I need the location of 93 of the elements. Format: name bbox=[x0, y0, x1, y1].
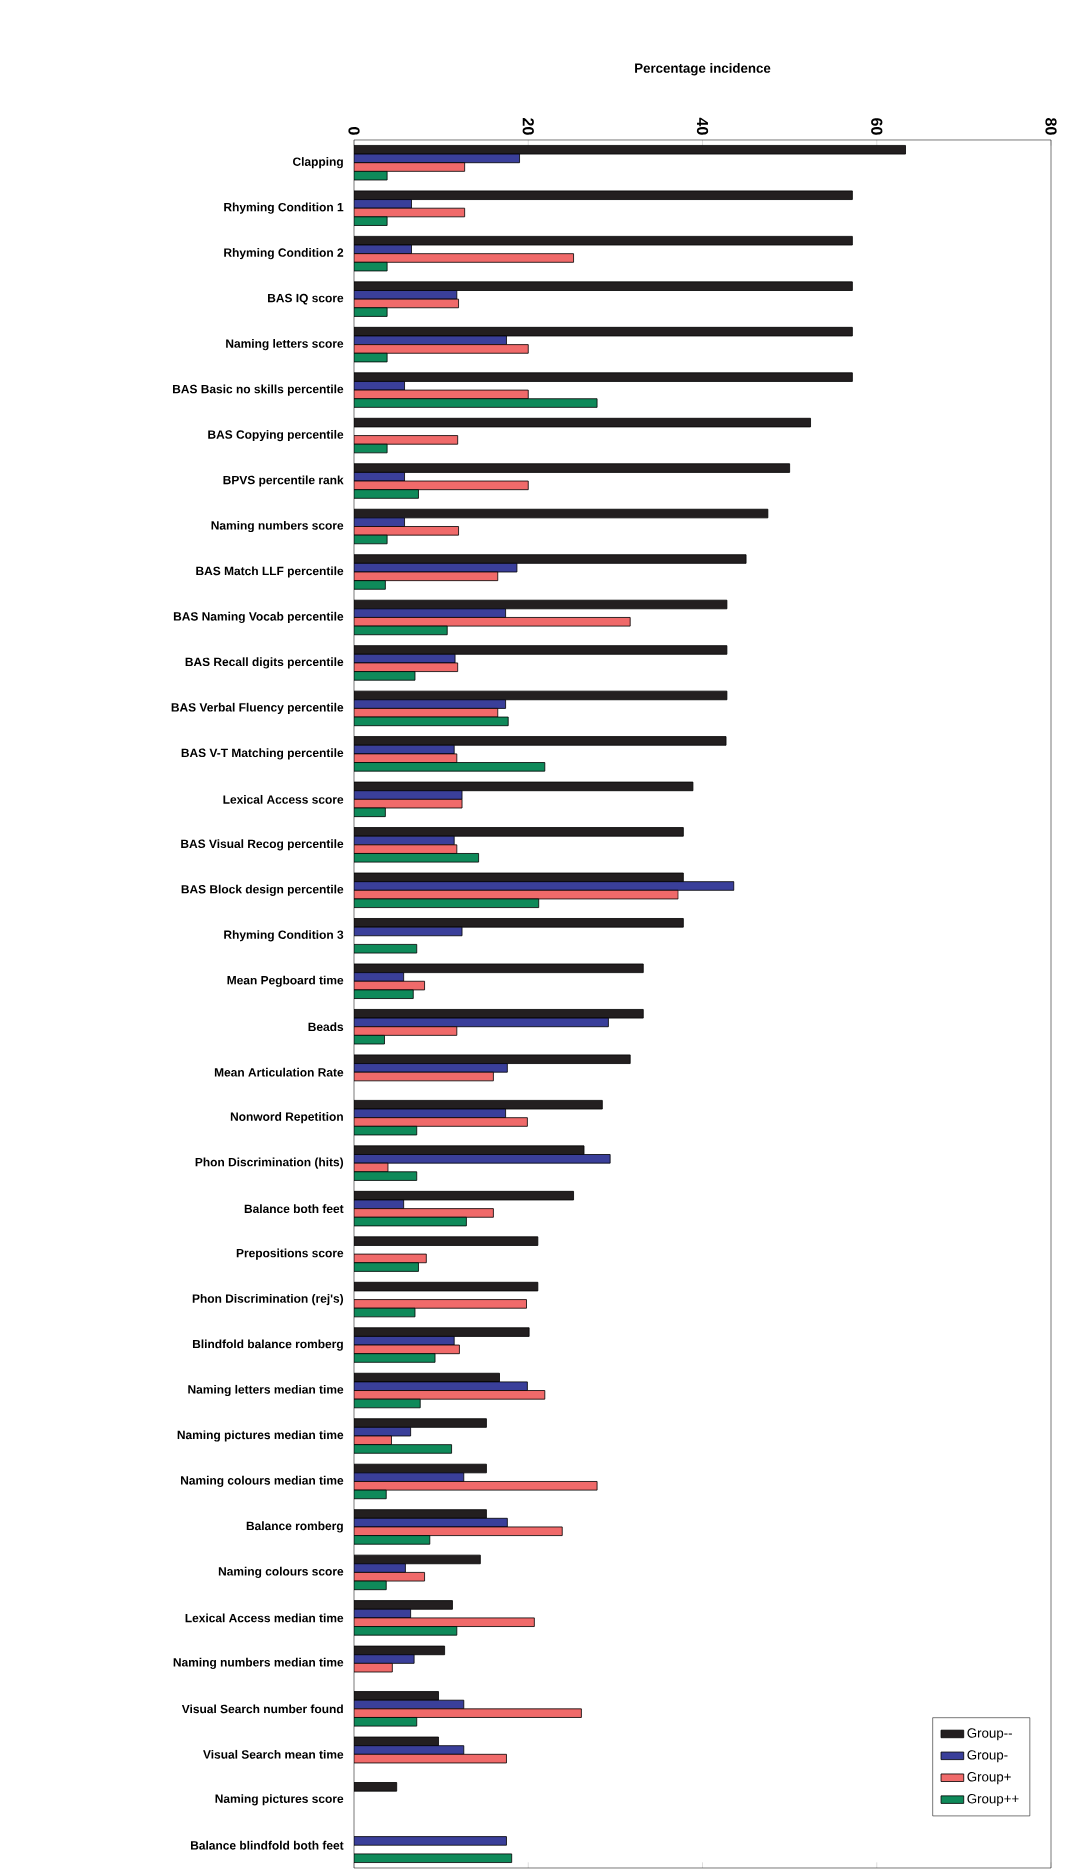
x-tick-label: 80 bbox=[1045, 118, 1057, 135]
legend-label: Group+ bbox=[967, 1772, 1011, 1785]
y-tick-label: BPVS percentile rank bbox=[223, 475, 344, 487]
y-tick-label: Naming colours score bbox=[218, 1566, 344, 1579]
bar bbox=[354, 554, 747, 564]
y-tick-label: Naming pictures median time bbox=[177, 1430, 344, 1442]
y-tick-label: Visual Search mean time bbox=[203, 1749, 344, 1759]
y-tick-label: Balance blindfold both feet bbox=[191, 1840, 344, 1850]
bar bbox=[354, 1327, 530, 1337]
y-tick-label: Lexical Access score bbox=[223, 794, 344, 804]
bar bbox=[354, 435, 459, 445]
y-tick-label: Beads bbox=[308, 1022, 344, 1032]
bar bbox=[354, 1418, 487, 1428]
bar bbox=[354, 526, 459, 536]
y-tick-label: Naming pictures score bbox=[215, 1794, 344, 1806]
y-tick-label: BAS Block design percentile bbox=[181, 884, 344, 896]
y-tick-label: BAS Naming Vocab percentile bbox=[173, 611, 344, 624]
y-tick-label: Visual Search number found bbox=[181, 1704, 343, 1714]
y-tick-label: Clapping bbox=[293, 157, 343, 169]
y-tick-label: BAS IQ score bbox=[268, 293, 344, 305]
bar bbox=[354, 489, 419, 499]
x-axis-title: Percentage incidence bbox=[635, 63, 771, 76]
legend-label: Group- bbox=[967, 1750, 1008, 1763]
y-tick-label: Rhyming Condition 3 bbox=[224, 930, 344, 942]
x-tick-label: 60 bbox=[871, 118, 883, 135]
y-tick-label: Naming colours median time bbox=[181, 1475, 344, 1488]
y-tick-label: BAS Basic no skills percentile bbox=[173, 384, 344, 396]
bar bbox=[354, 1745, 465, 1755]
y-tick-label: Balance both feet bbox=[244, 1204, 344, 1214]
y-tick-label: BAS Recall digits percentile bbox=[185, 657, 344, 669]
bar bbox=[354, 645, 728, 655]
x-tick-label: 20 bbox=[522, 118, 534, 135]
bar bbox=[354, 199, 412, 209]
bar bbox=[354, 1262, 419, 1272]
y-tick-label: Balance romberg bbox=[246, 1521, 343, 1533]
bar bbox=[354, 162, 466, 172]
bar bbox=[354, 1299, 527, 1309]
bar bbox=[354, 844, 458, 854]
y-tick-label: BAS V-T Matching percentile bbox=[181, 748, 344, 760]
legend-label: Group++ bbox=[967, 1794, 1019, 1807]
bar bbox=[354, 463, 791, 473]
bar bbox=[354, 1535, 431, 1545]
bar bbox=[354, 1026, 458, 1036]
bar bbox=[354, 1836, 507, 1846]
bar bbox=[354, 1563, 406, 1573]
bar bbox=[354, 608, 506, 618]
y-tick-label: Mean Pegboard time bbox=[227, 975, 344, 987]
bar bbox=[354, 1600, 453, 1610]
bar bbox=[354, 1063, 508, 1073]
x-tick-label: 0 bbox=[348, 127, 360, 135]
y-tick-label: Mean Articulation Rate bbox=[214, 1067, 344, 1077]
bar bbox=[354, 1444, 452, 1454]
bar bbox=[354, 699, 506, 709]
bar bbox=[354, 1708, 582, 1718]
bar bbox=[354, 1117, 528, 1127]
y-tick-label: Nonword Repetition bbox=[230, 1112, 343, 1124]
y-tick-label: BAS Copying percentile bbox=[208, 429, 344, 442]
y-tick-label: Naming letters median time bbox=[188, 1384, 344, 1397]
y-tick-label: Phon Discrimination (hits) bbox=[195, 1157, 344, 1169]
bar bbox=[354, 1472, 465, 1482]
bar bbox=[354, 1691, 439, 1701]
y-tick-label: Blindfold balance romberg bbox=[192, 1339, 343, 1351]
y-tick-label: Rhyming Condition 2 bbox=[224, 248, 344, 260]
bar bbox=[354, 372, 853, 382]
bar bbox=[354, 790, 463, 800]
bar bbox=[354, 972, 405, 982]
bar bbox=[354, 253, 574, 263]
bar bbox=[354, 1390, 546, 1400]
bar bbox=[354, 1626, 458, 1636]
bar bbox=[354, 762, 546, 772]
legend-label: Group-- bbox=[967, 1728, 1012, 1741]
bar bbox=[354, 1353, 436, 1363]
bar bbox=[354, 1171, 418, 1181]
y-tick-label: BAS Verbal Fluency percentile bbox=[171, 702, 344, 714]
bar bbox=[354, 1236, 539, 1246]
y-tick-label: Prepositions score bbox=[236, 1248, 344, 1260]
y-tick-label: Naming numbers score bbox=[211, 520, 344, 533]
y-tick-label: Naming numbers median time bbox=[173, 1657, 344, 1669]
y-tick-label: Lexical Access median time bbox=[185, 1613, 344, 1623]
y-tick-label: BAS Visual Recog percentile bbox=[181, 839, 344, 851]
bar bbox=[354, 1509, 487, 1519]
bar bbox=[354, 736, 727, 746]
bar bbox=[354, 827, 684, 837]
bar bbox=[354, 398, 598, 408]
bar bbox=[354, 344, 529, 354]
bar bbox=[354, 881, 735, 891]
y-tick-label: BAS Match LLF percentile bbox=[196, 566, 344, 578]
x-tick-label: 40 bbox=[696, 117, 709, 135]
y-tick-label: Phon Discrimination (rej's) bbox=[192, 1293, 344, 1306]
y-tick-label: Rhyming Condition 1 bbox=[224, 202, 344, 214]
y-tick-label: Naming letters score bbox=[226, 339, 344, 351]
bar bbox=[354, 671, 416, 681]
bar bbox=[354, 1208, 494, 1218]
